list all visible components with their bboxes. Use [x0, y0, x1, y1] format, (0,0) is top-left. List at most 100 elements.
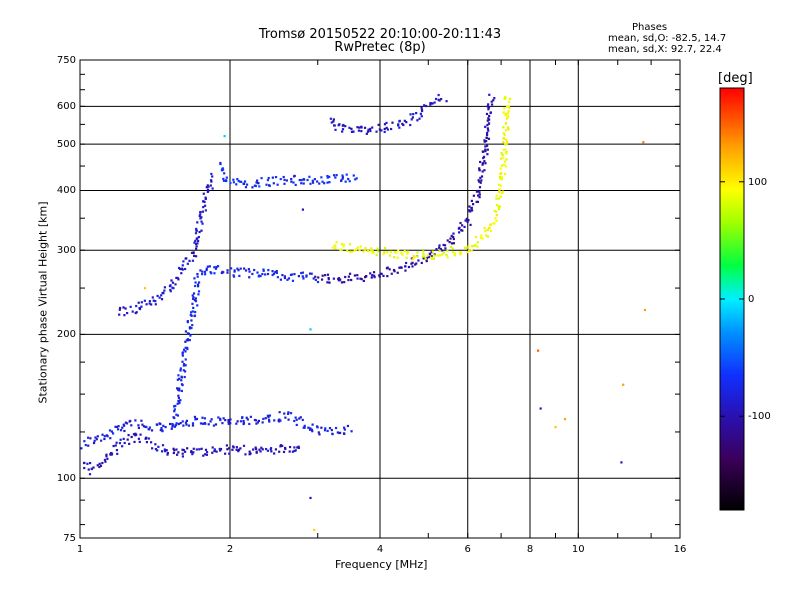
data-point	[110, 452, 114, 455]
data-point	[129, 419, 132, 423]
data-point	[490, 100, 493, 103]
data-point	[196, 221, 199, 224]
data-point	[221, 422, 224, 425]
data-point	[144, 425, 147, 428]
data-point	[219, 417, 222, 420]
data-point	[306, 178, 309, 182]
data-point	[188, 338, 191, 342]
data-point	[248, 422, 251, 426]
data-point	[472, 194, 475, 197]
data-point	[469, 223, 472, 226]
data-point	[309, 427, 312, 430]
data-point	[180, 272, 183, 275]
data-point	[311, 179, 314, 182]
data-point	[222, 417, 225, 420]
data-point	[495, 214, 498, 217]
data-point	[293, 446, 296, 449]
data-point	[430, 251, 433, 254]
data-point	[425, 260, 428, 263]
colorbar-label: [deg]	[718, 71, 753, 86]
data-point	[195, 448, 198, 451]
data-point	[184, 350, 187, 353]
data-point	[181, 452, 184, 455]
y-tick-label: 300	[56, 245, 76, 257]
data-point	[193, 314, 197, 317]
data-point	[504, 148, 507, 151]
data-point	[476, 200, 479, 203]
data-point	[177, 266, 181, 270]
data-point	[418, 117, 421, 120]
data-point	[184, 267, 187, 271]
data-point	[372, 250, 375, 254]
data-point	[219, 449, 222, 452]
data-point	[502, 132, 505, 135]
data-point	[156, 423, 159, 426]
data-point	[114, 425, 117, 428]
data-point	[196, 242, 199, 245]
data-point	[342, 426, 346, 429]
data-point	[191, 310, 194, 313]
data-point	[248, 450, 251, 453]
data-point	[458, 226, 461, 229]
data-point	[100, 439, 103, 442]
data-point	[484, 125, 487, 128]
data-point	[459, 221, 462, 225]
data-point	[493, 222, 496, 225]
data-point	[119, 438, 122, 441]
data-point	[150, 429, 154, 432]
data-point	[297, 445, 300, 448]
data-point	[140, 419, 143, 422]
data-point	[470, 199, 473, 203]
data-point	[350, 250, 354, 253]
data-point	[338, 431, 341, 435]
data-point	[354, 178, 357, 181]
data-point	[141, 423, 144, 426]
data-point	[487, 129, 490, 132]
data-point	[196, 275, 199, 278]
data-point	[210, 172, 213, 176]
data-point	[82, 461, 86, 465]
data-point	[170, 279, 173, 282]
data-point	[105, 455, 108, 458]
data-point	[300, 179, 303, 182]
data-point	[176, 402, 179, 405]
data-point	[428, 253, 432, 256]
data-point	[272, 272, 276, 275]
data-point	[433, 254, 436, 257]
data-point	[478, 196, 481, 199]
data-point	[359, 245, 362, 248]
data-point	[506, 126, 510, 129]
data-point	[183, 362, 186, 366]
data-point	[386, 266, 389, 269]
data-point	[184, 330, 188, 333]
data-point	[122, 423, 125, 426]
data-point	[389, 127, 393, 131]
data-point	[486, 235, 490, 238]
data-point	[164, 425, 167, 429]
data-point	[163, 289, 166, 292]
data-point	[316, 180, 319, 183]
data-point	[362, 250, 365, 253]
chart-title-line1: Tromsø 20150522 20:10:00-20:11:43	[258, 27, 502, 42]
data-point	[206, 184, 209, 187]
data-point	[215, 450, 218, 453]
data-point	[386, 275, 389, 278]
data-point	[189, 334, 192, 337]
data-point	[254, 447, 258, 450]
data-point	[256, 179, 259, 182]
data-point	[279, 177, 282, 181]
data-point	[340, 248, 343, 252]
data-point	[273, 419, 276, 422]
data-point	[269, 447, 273, 450]
data-point	[335, 174, 338, 177]
data-point	[172, 287, 175, 290]
data-point	[229, 181, 232, 185]
data-point	[403, 249, 406, 253]
x-tick-label: 4	[376, 544, 384, 555]
data-point	[183, 450, 187, 453]
data-point	[430, 255, 433, 258]
data-point	[341, 177, 344, 180]
data-point	[429, 102, 432, 105]
data-point	[478, 180, 481, 183]
data-point	[286, 278, 289, 281]
